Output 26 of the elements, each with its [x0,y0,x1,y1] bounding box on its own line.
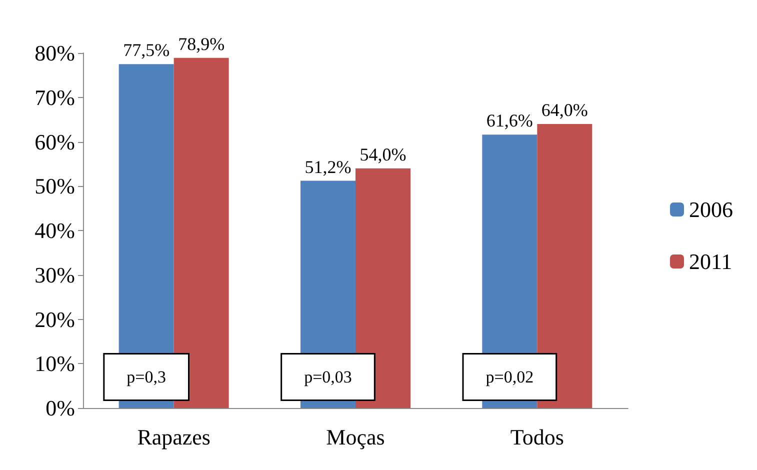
y-tick-label: 60% [34,129,75,154]
x-tick-label: Rapazes [137,424,210,450]
data-label: 54,0% [360,144,406,164]
y-tick-label: 20% [34,306,75,332]
data-label: 51,2% [304,156,352,177]
y-tick-label: 10% [34,351,75,376]
x-tick-label: Moças [326,424,385,450]
y-tick-label: 70% [34,84,75,110]
data-label: 77,5% [123,40,170,60]
y-tick-label: 80% [34,40,75,66]
annotation: p=0,3 [126,367,166,386]
data-label: 61,6% [486,110,533,131]
data-label: 78,9% [178,34,225,54]
y-tick-label: 0% [46,396,75,420]
legend-label: 2011 [689,249,732,274]
bar [174,58,229,408]
x-tick-label: Todos [510,424,564,450]
bar [356,168,410,408]
annotation: p=0,02 [486,367,534,386]
y-tick-label: 40% [34,218,75,243]
annotation: p=0,03 [304,367,352,386]
y-tick-label: 50% [34,174,75,199]
y-tick-label: 30% [34,262,75,288]
bar [537,124,592,408]
data-label: 64,0% [541,100,588,120]
legend-label: 2006 [689,197,733,222]
